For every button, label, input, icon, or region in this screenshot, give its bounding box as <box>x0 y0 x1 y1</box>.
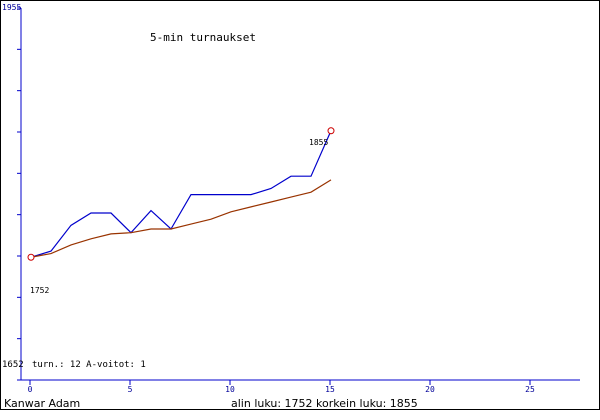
marks-layer: 1752 1855 <box>27 127 335 295</box>
data-label: 1855 <box>309 138 328 147</box>
y-top-label: 1955 <box>2 3 21 12</box>
x-tick-label: 10 <box>225 385 235 394</box>
chart-title: 5-min turnaukset <box>150 31 256 44</box>
x-tick-label: 5 <box>128 385 133 394</box>
series-line-2 <box>30 179 332 258</box>
x-tick-label: 25 <box>525 385 535 394</box>
point-marker <box>327 127 335 135</box>
rating-chart: 1955 1652 0 5 10 15 20 25 1752 1855 5-min turnau… <box>2 3 580 394</box>
x-tick-label: 15 <box>325 385 335 394</box>
stats-line: turn.: 12 A-voitot: 1 <box>32 360 146 370</box>
data-label: 1752 <box>30 286 49 295</box>
x-tick-label: 0 <box>28 385 33 394</box>
player-name: Kanwar Adam <box>4 397 81 410</box>
point-marker <box>27 253 35 261</box>
rating-range: alin luku: 1752 korkein luku: 1855 <box>231 397 418 410</box>
x-tick-label: 20 <box>425 385 435 394</box>
series-layer <box>30 130 332 258</box>
y-bottom-label: 1652 <box>2 360 24 370</box>
axes: 1955 1652 0 5 10 15 20 25 <box>2 3 580 394</box>
series-line-1 <box>30 130 332 258</box>
